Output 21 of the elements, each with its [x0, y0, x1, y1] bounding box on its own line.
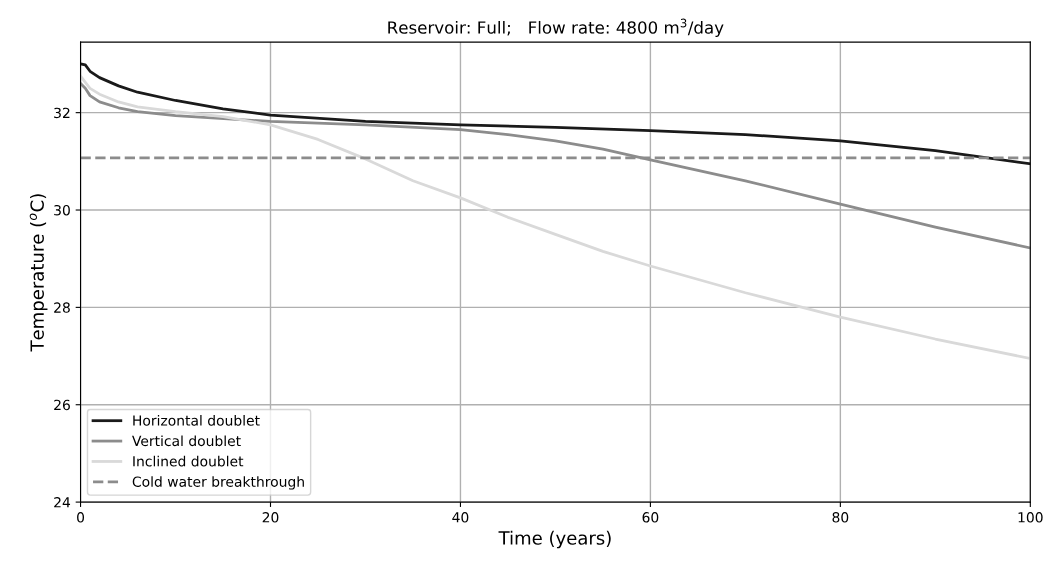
legend-label: Inclined doublet: [133, 455, 244, 467]
y-tick-label: 24: [54, 497, 71, 508]
chart-title: Reservoir: Full; Flow rate: 4800 m$^{3}$/day: [388, 18, 724, 38]
y-axis-title: Temperature ($^{o}$C): [29, 194, 48, 352]
y-tick-label: 32: [54, 107, 70, 119]
x-tick-label: 0: [77, 512, 85, 523]
line-series: [80, 82, 1031, 250]
y-tick-label: 28: [54, 302, 70, 313]
y-tick-label: 30: [54, 204, 70, 216]
x-axis-title: Time (years): [498, 530, 611, 549]
y-tick-label: 26: [54, 399, 70, 411]
x-tick-label: 60: [642, 512, 659, 523]
x-tick-label: 40: [452, 512, 469, 523]
legend-label: Cold water breakthrough: [132, 476, 304, 490]
x-tick-label: 80: [832, 512, 849, 523]
x-tick-label: 100: [1018, 512, 1043, 523]
x-tick-label: 20: [262, 512, 279, 523]
line-series: [80, 74, 1031, 360]
legend-label: Vertical doublet: [132, 435, 241, 447]
line-series: [80, 62, 1031, 166]
legend-label: Horizontal doublet: [133, 414, 260, 426]
